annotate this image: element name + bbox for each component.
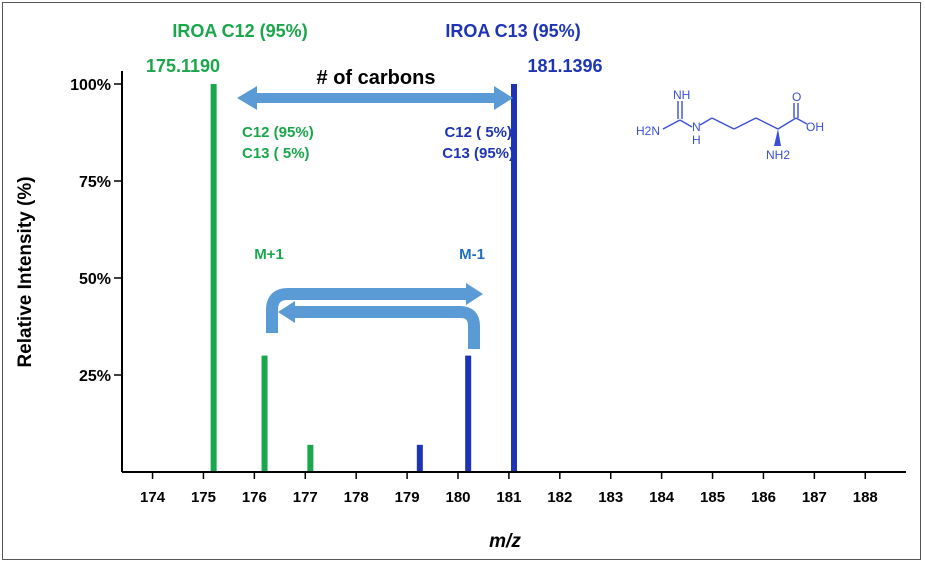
x-tick-label: 188 <box>853 489 878 506</box>
carbons-label: # of carbons <box>317 67 436 89</box>
x-tick-label: 175 <box>191 489 216 506</box>
spectrum-peak-bar <box>210 84 217 472</box>
x-tick-label: 185 <box>700 489 725 506</box>
m-plus-1-label: M+1 <box>254 246 284 263</box>
x-axis-title: m/z <box>489 531 521 552</box>
peaks-layer <box>210 84 517 472</box>
axes-layer <box>121 71 906 473</box>
m-plus-1-arrowhead <box>466 283 483 305</box>
c12-composition-line2: C13 ( 5%) <box>242 145 310 162</box>
struct-n-label: N <box>692 120 701 134</box>
c12-peak-mass-label: 175.1190 <box>146 56 220 76</box>
x-tick-label: 179 <box>395 489 420 506</box>
x-tick-label: 187 <box>802 489 827 506</box>
y-tick-label: 100% <box>70 77 111 94</box>
m-minus-1-bent-arrow <box>290 306 480 349</box>
x-tick-label: 176 <box>242 489 267 506</box>
struct-h2n-label: H2N <box>636 124 660 138</box>
m-plus-1-bent-arrow <box>266 288 470 333</box>
x-tick-label: 183 <box>598 489 623 506</box>
x-ticks-layer: 174 175 176 177 178 179 180 181 182 183 184 185 186 1… <box>140 472 878 506</box>
c12-header-label: IROA C12 (95%) <box>172 21 307 41</box>
x-tick-label: 178 <box>344 489 369 506</box>
x-tick-label: 184 <box>649 489 675 506</box>
x-tick-label: 174 <box>140 489 166 506</box>
struct-oh-label: OH <box>806 120 824 134</box>
struct-o-label: O <box>792 90 801 104</box>
m-minus-1-label: M-1 <box>459 246 485 263</box>
x-tick-label: 180 <box>445 489 470 506</box>
c12-composition-line1: C12 (95%) <box>242 124 314 141</box>
arginine-wedge-bond <box>774 129 781 146</box>
y-tick-label: 50% <box>79 271 111 288</box>
x-tick-label: 182 <box>547 489 572 506</box>
struct-nh-label: NH <box>673 88 690 102</box>
arginine-structure <box>662 101 808 130</box>
carbons-double-arrow <box>237 86 513 110</box>
c13-composition-line1: C12 ( 5%) <box>444 124 512 141</box>
x-tick-label: 181 <box>496 489 521 506</box>
y-axis-title: Relative Intensity (%) <box>15 176 36 367</box>
isotope-shift-arrows <box>266 283 483 349</box>
y-ticks-layer: 100% 75% 50% 25% <box>70 77 122 385</box>
m-minus-1-arrowhead <box>278 301 295 323</box>
c13-header-label: IROA C13 (95%) <box>445 21 580 41</box>
struct-n-h-label: H <box>692 133 701 147</box>
c13-peak-mass-label: 181.1396 <box>527 56 602 76</box>
y-tick-label: 25% <box>79 368 111 385</box>
x-tick-label: 186 <box>751 489 776 506</box>
spectrum-peak-bar <box>465 355 472 472</box>
y-tick-label: 75% <box>79 174 111 191</box>
spectrum-peak-bar <box>511 84 517 472</box>
spectrum-peak-bar <box>307 444 314 472</box>
c13-composition-line2: C13 (95%) <box>442 145 514 162</box>
spectrum-peak-bar <box>416 444 423 472</box>
spectrum-peak-bar <box>261 355 268 472</box>
arginine-atom-labels: NH H2N N H O OH NH2 <box>636 88 824 162</box>
x-tick-label: 177 <box>293 489 318 506</box>
struct-nh2-label: NH2 <box>766 148 790 162</box>
